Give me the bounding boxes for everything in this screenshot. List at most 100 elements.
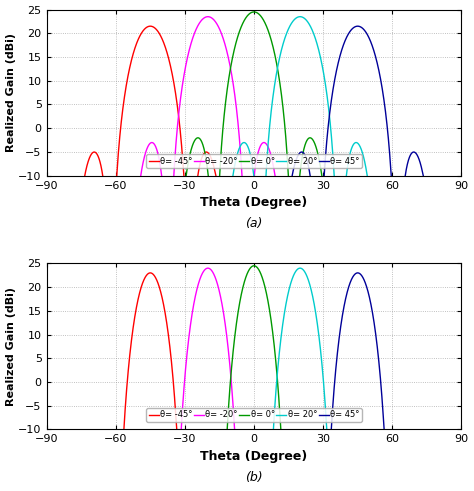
Line: θ= 45°: θ= 45° [46,26,461,178]
θ= 45° [355,270,361,276]
θ= -45° [458,175,464,181]
θ= -20° [44,175,49,181]
θ= 45° [44,175,49,181]
θ= -45° [119,113,125,119]
θ= 20° [202,429,208,435]
θ= -20° [205,14,211,20]
θ= -45° [385,175,391,181]
θ= 45° [292,429,298,435]
Line: θ= 45°: θ= 45° [46,273,461,432]
θ= 45° [313,175,319,181]
θ= -45° [458,429,464,435]
θ= -45° [44,175,49,181]
Line: θ= 0°: θ= 0° [46,266,461,432]
θ= 20° [314,39,319,45]
θ= 20° [385,429,391,435]
θ= -20° [353,429,359,435]
θ= 0° [314,429,319,435]
θ= -20° [385,175,391,181]
X-axis label: Theta (Degree): Theta (Degree) [201,450,308,463]
Text: (a): (a) [245,217,263,230]
θ= 20° [458,429,464,435]
X-axis label: Theta (Degree): Theta (Degree) [201,196,308,209]
θ= 20° [292,269,298,275]
θ= 0° [353,429,359,435]
θ= -20° [44,429,49,435]
θ= 0° [385,175,391,181]
θ= -20° [458,175,464,181]
θ= 20° [292,16,298,22]
θ= 0° [314,145,319,151]
θ= -20° [385,429,391,435]
θ= -45° [44,429,49,435]
Line: θ= -20°: θ= -20° [46,17,461,178]
θ= -20° [119,429,125,435]
θ= 20° [44,429,49,435]
θ= -45° [314,175,319,181]
θ= 20° [202,175,208,181]
θ= -45° [119,429,125,435]
θ= -20° [205,265,211,271]
θ= 0° [292,429,298,435]
θ= 20° [353,139,359,145]
θ= 20° [297,265,303,271]
θ= 0° [251,9,257,15]
θ= -45° [353,429,359,435]
θ= 45° [119,429,125,435]
θ= -45° [147,270,153,276]
Y-axis label: Realized Gain (dBi): Realized Gain (dBi) [6,287,16,406]
θ= -20° [292,175,298,181]
θ= -45° [385,429,391,435]
Legend: θ= -45°, θ= -20°, θ= 0°, θ= 20°, θ= 45°: θ= -45°, θ= -20°, θ= 0°, θ= 20°, θ= 45° [146,408,362,422]
θ= 45° [44,429,49,435]
θ= -20° [202,14,208,20]
Line: θ= 20°: θ= 20° [46,17,461,178]
θ= 0° [458,429,464,435]
θ= 0° [44,429,49,435]
θ= 0° [292,175,298,181]
θ= 0° [119,429,125,435]
θ= 20° [314,315,319,321]
θ= -45° [353,175,359,181]
Line: θ= 0°: θ= 0° [46,12,461,178]
θ= 45° [458,429,464,435]
θ= -20° [292,429,298,435]
θ= 0° [458,175,464,181]
θ= -45° [314,429,319,435]
θ= 45° [313,429,319,435]
θ= -45° [292,175,298,181]
θ= -20° [353,175,359,181]
θ= 20° [297,14,303,20]
θ= 45° [292,159,298,165]
θ= 45° [385,429,391,435]
θ= -20° [458,429,464,435]
θ= -45° [292,429,298,435]
θ= 45° [355,23,361,29]
θ= 45° [119,175,125,181]
θ= 20° [353,429,359,435]
θ= -45° [202,429,208,435]
Y-axis label: Realized Gain (dBi): Realized Gain (dBi) [6,33,16,152]
θ= -45° [202,149,208,155]
Line: θ= 20°: θ= 20° [46,268,461,432]
θ= -45° [147,23,153,29]
θ= -20° [119,175,125,181]
θ= 0° [44,175,49,181]
θ= 20° [44,175,49,181]
θ= 20° [119,429,125,435]
θ= 20° [458,175,464,181]
θ= 0° [353,175,359,181]
θ= 0° [385,429,391,435]
Line: θ= -45°: θ= -45° [46,26,461,178]
Line: θ= -20°: θ= -20° [46,268,461,432]
θ= -20° [314,429,319,435]
θ= 0° [202,151,208,157]
θ= -20° [314,175,319,181]
θ= -20° [202,267,208,273]
θ= 45° [202,429,208,435]
θ= 20° [119,175,125,181]
Text: (b): (b) [245,471,263,484]
θ= 0° [202,429,208,435]
θ= 45° [458,175,464,181]
θ= 45° [353,271,359,276]
